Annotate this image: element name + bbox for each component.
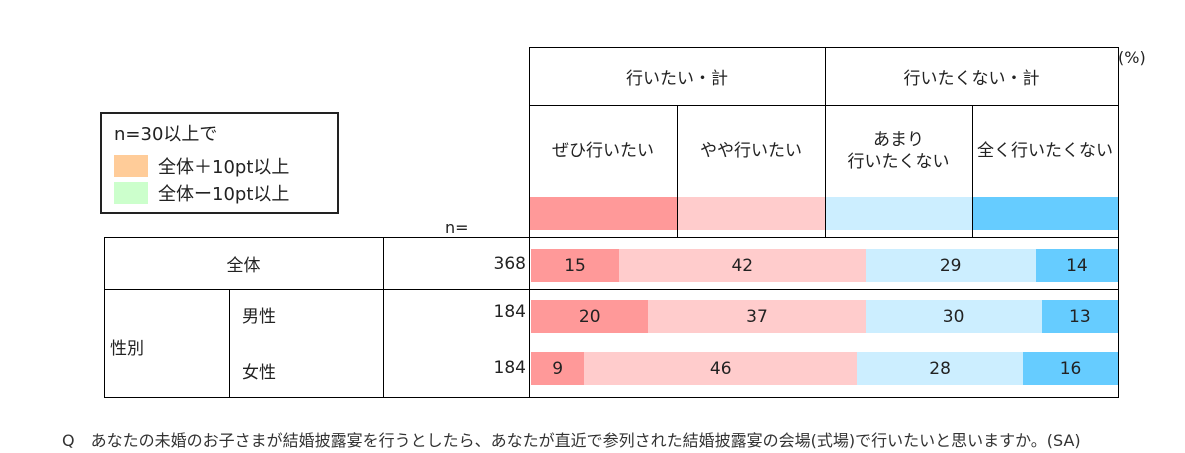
table-top-border [104, 237, 1119, 238]
legend-swatch-minus [114, 181, 148, 204]
legend: n=30以上で 全体＋10pt以上 全体ー10pt以上 [100, 112, 339, 214]
bar-female-definitely: 9 [531, 352, 585, 385]
bar-male-somewhat: 37 [648, 300, 866, 333]
bar-female-not-much: 28 [857, 352, 1024, 385]
header-cat-not-much-line2: 行いたくない [847, 152, 950, 172]
header-swatch-not-much [826, 197, 972, 230]
legend-item-minus: 全体ー10pt以上 [114, 179, 325, 206]
row-label-total: 全体 [226, 255, 261, 276]
bar-total-not-much: 29 [865, 249, 1036, 282]
header-cat1-border [677, 105, 678, 238]
header-cat-not-much-line1: あまり [873, 130, 924, 150]
header-left-border [529, 47, 530, 238]
header-mid-border [825, 47, 826, 238]
table-right-border [1118, 237, 1119, 397]
legend-item-plus: 全体＋10pt以上 [114, 152, 325, 179]
bar-male-definitely: 20 [531, 300, 649, 333]
legend-title: n=30以上で [114, 124, 218, 145]
row-label-gender: 性別 [110, 339, 144, 359]
header-swatch-somewhat [678, 197, 825, 230]
header-top-border [529, 47, 1119, 48]
table-row1-border [104, 289, 1119, 290]
header-cat-not-much: あまり 行いたくない [825, 105, 972, 197]
bar-male-not-at-all: 13 [1041, 300, 1118, 333]
header-group-not-want: 行いたくない・計 [903, 68, 1040, 89]
unit-label: (%) [1118, 48, 1146, 67]
header-cat-definitely: ぜひ行いたい [552, 141, 654, 161]
header-group-border [529, 105, 1119, 106]
table-bar-left-border [529, 237, 530, 397]
question-footnote: Q あなたの未婚のお子さまが結婚披露宴を行うとしたら、あなたが直近で参列された結… [62, 431, 1081, 450]
legend-label-minus: 全体ー10pt以上 [158, 183, 290, 205]
header-right-border [1118, 47, 1119, 238]
bar-total-somewhat: 42 [619, 249, 866, 282]
n-label: n= [445, 218, 469, 237]
header-swatch-not-at-all [973, 197, 1118, 230]
legend-swatch-plus [114, 154, 148, 177]
header-cat3-border [972, 105, 973, 238]
header-cat-somewhat: やや行いたい [700, 141, 802, 161]
table-bottom-border [104, 397, 1119, 398]
bar-total-not-at-all: 14 [1035, 249, 1118, 282]
bar-male-not-much: 30 [865, 300, 1042, 333]
bar-total-definitely: 15 [531, 249, 620, 282]
n-value-female: 184 [493, 358, 526, 378]
header-cat-not-at-all: 全く行いたくない [977, 141, 1113, 161]
header-swatch-definitely [530, 197, 677, 230]
legend-label-plus: 全体＋10pt以上 [158, 156, 290, 178]
n-value-total: 368 [493, 254, 526, 274]
row-label-female: 女性 [242, 363, 276, 383]
bar-female-somewhat: 46 [584, 352, 858, 385]
bar-female-not-at-all: 16 [1023, 352, 1118, 385]
row-label-male: 男性 [242, 307, 276, 327]
n-value-male: 184 [493, 302, 526, 322]
table-n-border [383, 237, 384, 397]
table-left-border [104, 237, 105, 397]
table-gender-border [229, 289, 230, 397]
header-group-want: 行いたい・計 [626, 68, 728, 89]
